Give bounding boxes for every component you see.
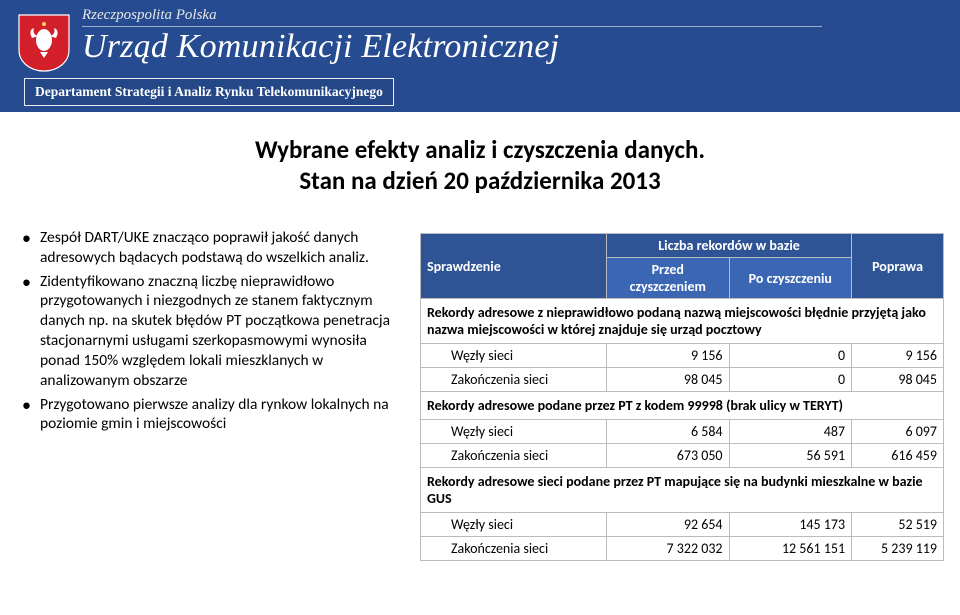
row-label: Węzły sieci — [421, 344, 607, 368]
national-emblem-icon — [18, 14, 70, 72]
cell: 673 050 — [607, 444, 730, 468]
title-line-1: Wybrane efekty analiz i czyszczenia dany… — [0, 134, 960, 165]
cell: 12 561 151 — [729, 537, 852, 561]
th-po: Po czyszczeniu — [729, 258, 852, 299]
agency-title: Urząd Komunikacji Elektronicznej — [82, 28, 559, 66]
cell: 0 — [729, 344, 852, 368]
cell: 92 654 — [607, 513, 730, 537]
th-sprawdzenie: Sprawdzenie — [421, 234, 607, 299]
section-title: Rekordy adresowe z nieprawidłowo podaną … — [421, 299, 944, 344]
row-label: Zakończenia sieci — [421, 444, 607, 468]
cell: 98 045 — [607, 368, 730, 392]
row-label: Zakończenia sieci — [421, 368, 607, 392]
bullet-list-region: Zespół DART/UKE znacząco poprawił jakość… — [22, 228, 410, 438]
bullet-item: Przygotowano pierwsze analizy dla rynkow… — [22, 395, 410, 435]
header-bar: Rzeczpospolita Polska Urząd Komunikacji … — [0, 0, 960, 112]
cell: 616 459 — [852, 444, 944, 468]
th-przed: Przed czyszczeniem — [607, 258, 730, 299]
cell: 7 322 032 — [607, 537, 730, 561]
slide-title: Wybrane efekty analiz i czyszczenia dany… — [0, 134, 960, 197]
data-table-region: Sprawdzenie Liczba rekordów w bazie Popr… — [420, 233, 944, 561]
th-liczba: Liczba rekordów w bazie — [607, 234, 852, 258]
title-line-2: Stan na dzień 20 października 2013 — [0, 165, 960, 196]
country-label: Rzeczpospolita Polska — [82, 7, 217, 24]
cell: 52 519 — [852, 513, 944, 537]
bullet-item: Zidentyfikowano znaczną liczbę nieprawid… — [22, 272, 410, 391]
cell: 6 097 — [852, 420, 944, 444]
cell: 5 239 119 — [852, 537, 944, 561]
section-title: Rekordy adresowe sieci podane przez PT m… — [421, 468, 944, 513]
cell: 9 156 — [852, 344, 944, 368]
cell: 145 173 — [729, 513, 852, 537]
body-region: Zespół DART/UKE znacząco poprawił jakość… — [0, 228, 960, 608]
cell: 0 — [729, 368, 852, 392]
row-label: Węzły sieci — [421, 513, 607, 537]
cell: 9 156 — [607, 344, 730, 368]
department-label: Departament Strategii i Analiz Rynku Tel… — [24, 78, 394, 106]
th-poprawa: Poprawa — [852, 234, 944, 299]
row-label: Węzły sieci — [421, 420, 607, 444]
cell: 487 — [729, 420, 852, 444]
row-label: Zakończenia sieci — [421, 537, 607, 561]
header-divider — [82, 26, 822, 27]
data-table: Sprawdzenie Liczba rekordów w bazie Popr… — [420, 233, 944, 561]
cell: 56 591 — [729, 444, 852, 468]
cell: 6 584 — [607, 420, 730, 444]
section-title: Rekordy adresowe podane przez PT z kodem… — [421, 392, 944, 420]
bullet-item: Zespół DART/UKE znacząco poprawił jakość… — [22, 228, 410, 268]
cell: 98 045 — [852, 368, 944, 392]
